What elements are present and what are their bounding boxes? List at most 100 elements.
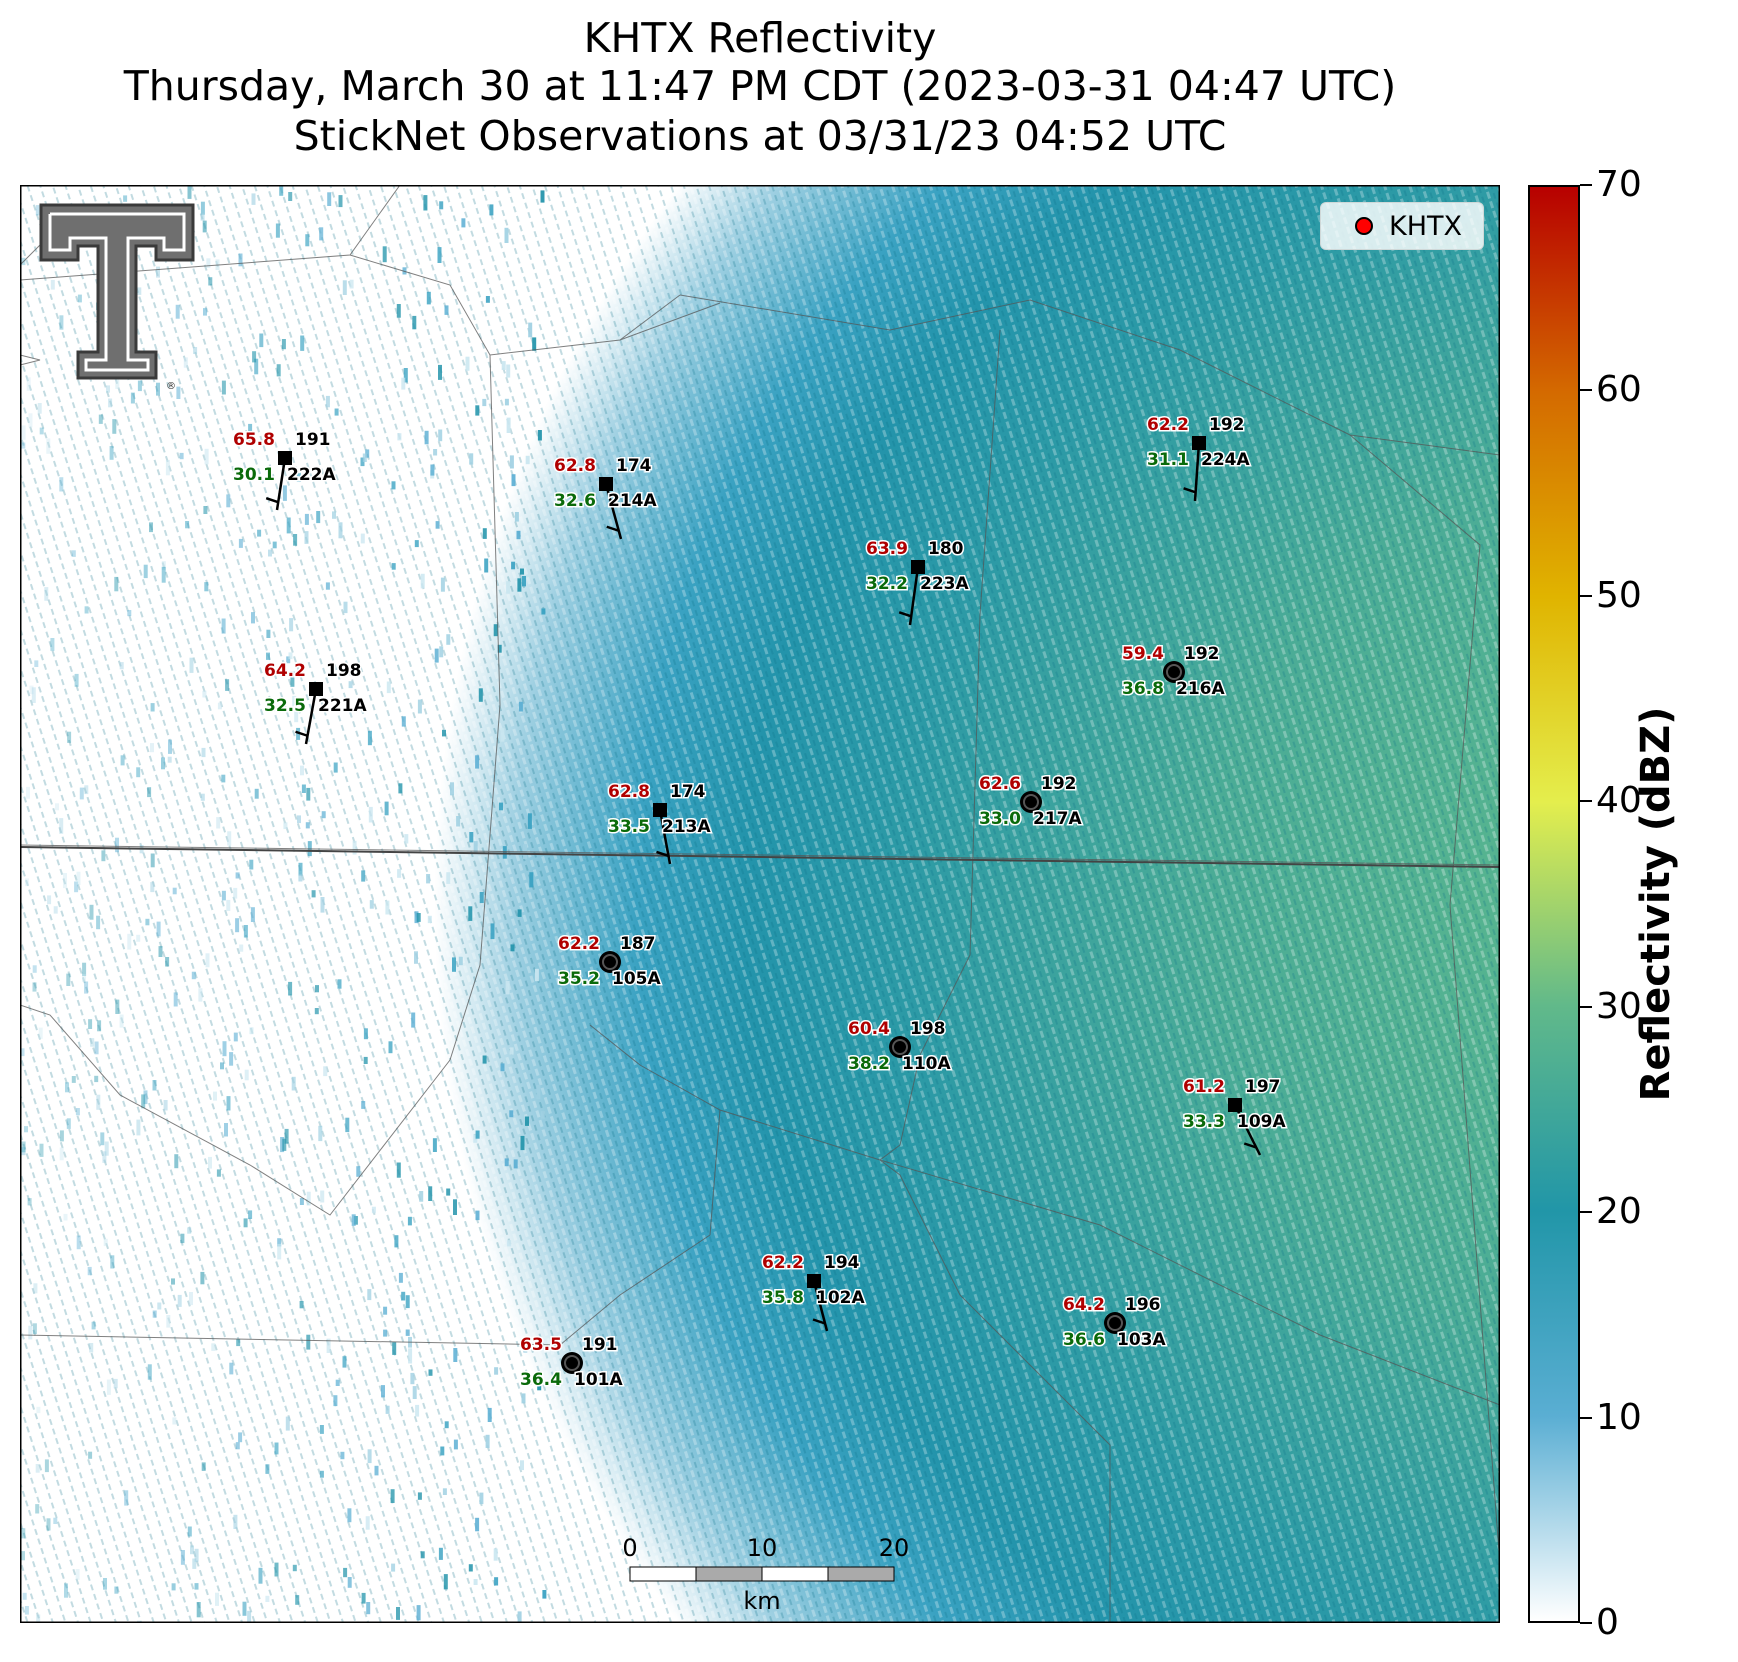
station-red-value: 62.8	[554, 456, 596, 476]
station-102A[interactable]: 62.2 194 35.8 102A	[761, 1252, 867, 1332]
texas-tech-logo: ®	[39, 203, 195, 390]
station-105A[interactable]: 62.2 187 35.2 105A	[557, 933, 663, 991]
colorbar-tick-mark	[1580, 184, 1592, 186]
colorbar-tick-label: 70	[1596, 164, 1642, 205]
station-222A[interactable]: 65.8 191 30.1 222A	[232, 429, 338, 511]
scale-unit: km	[743, 1587, 780, 1615]
colorbar-tick-mark	[1580, 389, 1592, 392]
colorbar: 0 10 20 30 40 50 60 70 Reflectivity (dBZ)	[1528, 165, 1723, 1643]
station-red-value: 63.9	[866, 539, 908, 559]
colorbar-tick-mark	[1580, 594, 1592, 597]
station-green-value: 32.6	[554, 491, 596, 511]
colorbar-tick-mark	[1580, 1416, 1592, 1419]
station-id: 110A	[902, 1054, 951, 1074]
station-green-value: 36.4	[520, 1370, 562, 1390]
colorbar-tick-label: 30	[1596, 985, 1642, 1027]
station-217A[interactable]: 62.6 192 33.0 217A	[978, 773, 1084, 831]
station-black-value: 194	[824, 1253, 860, 1273]
station-green-value: 35.8	[762, 1288, 804, 1308]
station-id: 222A	[287, 465, 336, 485]
colorbar-tick-label: 0	[1596, 1602, 1619, 1643]
stations-layer[interactable]: 65.8 191 30.1 222A 62.8 174 32.6 214A 62.2 192 31.…	[232, 414, 1288, 1392]
colorbar-tick-label: 10	[1596, 1396, 1642, 1438]
station-id: 217A	[1033, 809, 1082, 829]
station-black-value: 198	[910, 1019, 946, 1039]
station-green-value: 38.2	[848, 1054, 890, 1074]
colorbar-tick-label: 50	[1596, 574, 1642, 616]
station-black-value: 180	[928, 539, 964, 559]
station-id: 102A	[816, 1288, 865, 1308]
station-black-value: 191	[295, 430, 331, 450]
map-frame	[20, 185, 1500, 1623]
colorbar-tick-label: 40	[1596, 780, 1642, 822]
station-red-value: 61.2	[1183, 1077, 1225, 1097]
station-213A[interactable]: 62.8 174 33.5 213A	[607, 781, 713, 865]
title-line-2: Thursday, March 30 at 11:47 PM CDT (2023…	[123, 62, 1397, 110]
station-216A[interactable]: 59.4 192 36.8 216A	[1121, 643, 1227, 701]
station-id: 221A	[318, 696, 367, 716]
station-224A[interactable]: 62.2 192 31.1 224A	[1146, 414, 1252, 502]
station-109A[interactable]: 61.2 197 33.3 109A	[1182, 1076, 1288, 1156]
colorbar-tick-mark	[1580, 800, 1592, 803]
map-legend: KHTX	[1320, 202, 1484, 250]
scale-tick-0: 0	[622, 1534, 637, 1562]
colorbar-tick-label: 60	[1596, 369, 1642, 411]
title-line-1: KHTX Reflectivity	[583, 14, 937, 62]
colorbar-label: Reflectivity (dBZ)	[1633, 706, 1679, 1102]
station-id: 224A	[1201, 450, 1250, 470]
station-red-value: 62.2	[762, 1253, 804, 1273]
colorbar-gradient	[1528, 185, 1580, 1623]
station-black-value: 196	[1125, 1295, 1161, 1315]
station-green-value: 31.1	[1147, 450, 1189, 470]
station-black-value: 192	[1041, 774, 1077, 794]
station-id: 213A	[662, 817, 711, 837]
station-red-value: 65.8	[233, 430, 275, 450]
logo-registered-mark: ®	[166, 381, 176, 390]
station-black-value: 174	[670, 782, 706, 802]
station-black-value: 192	[1184, 644, 1220, 664]
station-black-value: 191	[582, 1335, 618, 1355]
station-red-value: 60.4	[848, 1019, 890, 1039]
station-223A[interactable]: 63.9 180 32.2 223A	[865, 538, 971, 626]
county-boundaries	[20, 185, 1500, 1623]
colorbar-tick-mark	[1580, 1005, 1592, 1008]
station-id: 105A	[612, 969, 661, 989]
station-red-value: 62.2	[1147, 415, 1189, 435]
state-boundary	[20, 846, 1500, 868]
station-green-value: 35.2	[558, 969, 600, 989]
station-id: 109A	[1237, 1112, 1286, 1132]
legend-label: KHTX	[1389, 210, 1462, 242]
station-red-value: 62.8	[608, 782, 650, 802]
station-id: 216A	[1176, 679, 1225, 699]
station-green-value: 36.8	[1122, 679, 1164, 699]
station-black-value: 174	[616, 456, 652, 476]
station-red-value: 62.2	[558, 934, 600, 954]
station-green-value: 36.6	[1063, 1330, 1105, 1350]
station-221A[interactable]: 64.2 198 32.5 221A	[263, 660, 369, 745]
station-black-value: 192	[1209, 415, 1245, 435]
colorbar-tick-mark	[1580, 1211, 1592, 1214]
sparse-echo-layer	[20, 185, 547, 1623]
title-line-3: StickNet Observations at 03/31/23 04:52 …	[293, 112, 1227, 160]
colorbar-tick-label: 20	[1596, 1191, 1642, 1233]
scale-tick-20: 20	[879, 1534, 910, 1562]
station-red-value: 59.4	[1122, 644, 1164, 664]
scale-tick-10: 10	[747, 1534, 778, 1562]
station-green-value: 30.1	[233, 465, 275, 485]
station-green-value: 33.5	[608, 817, 650, 837]
colorbar-tick-mark	[1580, 1622, 1592, 1624]
radar-site-marker-icon	[1355, 217, 1373, 235]
station-black-value: 198	[326, 661, 362, 681]
station-101A[interactable]: 63.5 191 36.4 101A	[519, 1334, 625, 1392]
scale-bar: 0 10 20 km	[622, 1534, 909, 1615]
station-id: 101A	[574, 1370, 623, 1390]
station-green-value: 32.5	[264, 696, 306, 716]
station-red-value: 62.6	[979, 774, 1021, 794]
station-black-value: 187	[620, 934, 656, 954]
station-214A[interactable]: 62.8 174 32.6 214A	[553, 455, 659, 540]
station-110A[interactable]: 60.4 198 38.2 110A	[847, 1018, 953, 1076]
station-103A[interactable]: 64.2 196 36.6 103A	[1062, 1294, 1168, 1352]
radar-map[interactable]: 65.8 191 30.1 222A 62.8 174 32.6 214A 62.2 192 31.…	[20, 185, 1500, 1623]
reflectivity-texture	[20, 185, 1500, 1623]
station-green-value: 32.2	[866, 574, 908, 594]
